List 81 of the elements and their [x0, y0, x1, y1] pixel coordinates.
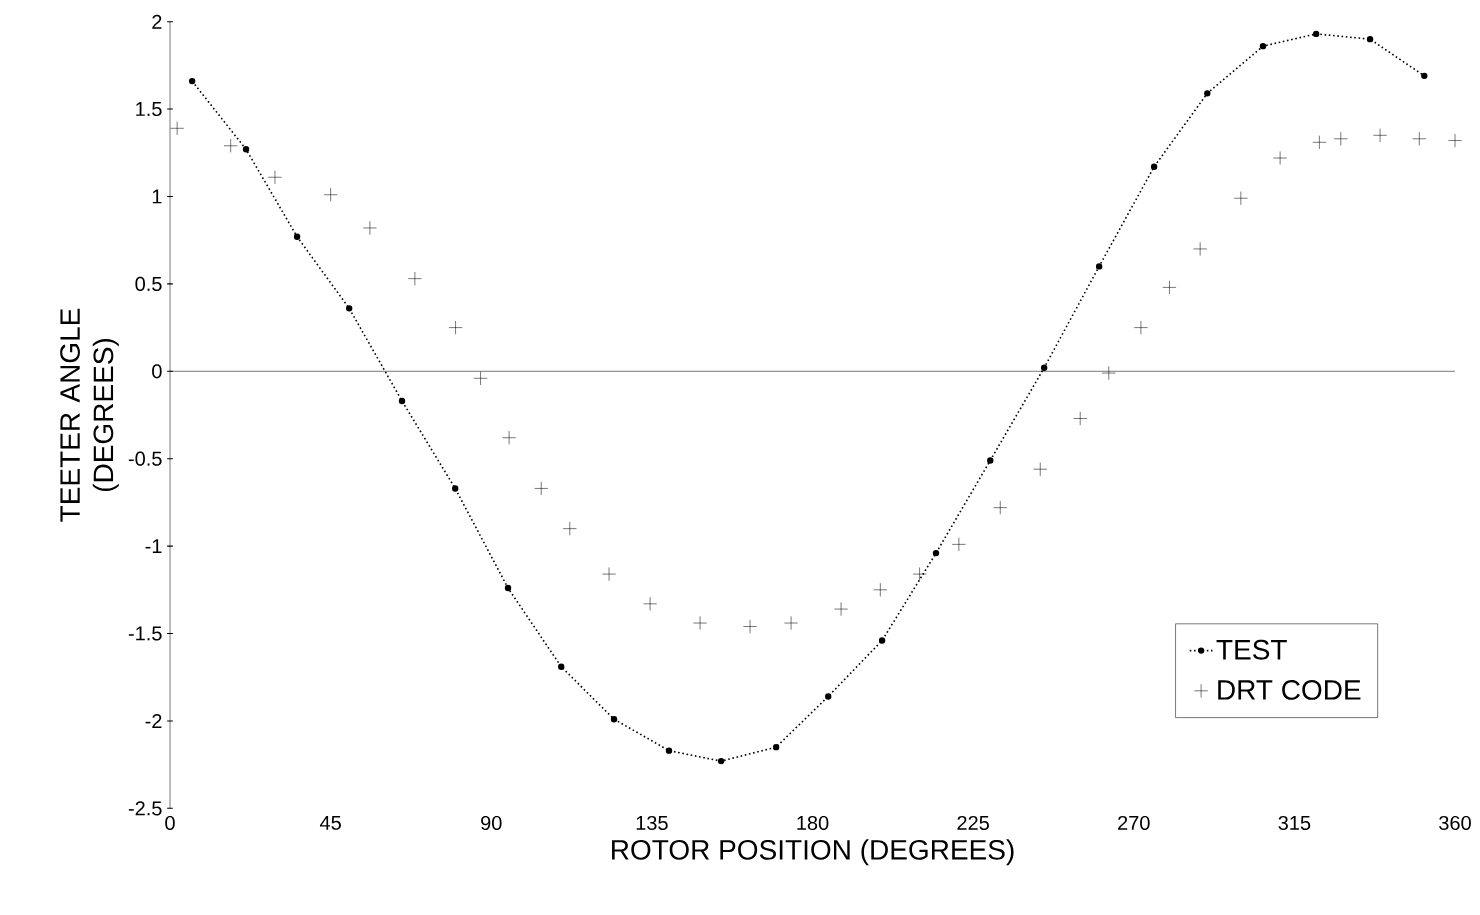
point [665, 747, 673, 754]
x-tick-label: 135 [636, 815, 668, 831]
point [951, 537, 966, 552]
point [825, 693, 832, 700]
point [878, 637, 886, 644]
point [452, 485, 459, 492]
x-tick-label: 0 [165, 815, 175, 831]
point [1162, 280, 1177, 295]
point [562, 521, 577, 536]
point [170, 121, 185, 136]
y-tick-label: 0 [152, 364, 162, 379]
point [1150, 163, 1158, 170]
y-axis-title: TEETER ANGLE (DEGREES) [60, 308, 119, 522]
point [1073, 411, 1088, 426]
point [1448, 133, 1462, 148]
point [1259, 42, 1267, 50]
point [784, 616, 799, 630]
point [1095, 263, 1103, 270]
point [1366, 35, 1374, 43]
x-tick-label: 180 [797, 815, 829, 831]
y-tick-label: -0.5 [128, 451, 162, 466]
point [610, 715, 618, 723]
point [1233, 191, 1248, 206]
point [1373, 128, 1387, 143]
point [1333, 131, 1348, 146]
point [398, 397, 406, 405]
y-tick-label: 1 [152, 189, 162, 204]
point [987, 457, 994, 464]
y-tick-label: 1.5 [136, 102, 162, 117]
x-tick-label: 225 [957, 815, 989, 831]
point [293, 233, 301, 240]
point [717, 757, 725, 765]
y-tick-label: -1.5 [128, 626, 162, 641]
y-tick-label: 0.5 [135, 276, 162, 291]
point [1312, 135, 1327, 150]
point [834, 602, 848, 616]
point [1033, 462, 1048, 477]
point [323, 187, 338, 202]
point [932, 549, 940, 557]
point [993, 500, 1008, 515]
point [504, 584, 512, 592]
y-tick-label: -2.5 [128, 801, 162, 816]
point [223, 138, 238, 153]
point [558, 663, 565, 670]
point [1273, 151, 1288, 165]
point [534, 481, 549, 496]
point [1193, 241, 1208, 256]
point [407, 271, 422, 286]
point [268, 170, 282, 185]
point [743, 619, 757, 634]
point [188, 77, 196, 85]
point [1101, 366, 1116, 380]
point [772, 743, 780, 751]
x-tick-label: 360 [1439, 815, 1471, 831]
point [602, 567, 616, 582]
point [912, 567, 927, 582]
y-tick-label: 2 [152, 14, 162, 29]
point [643, 596, 658, 611]
point [345, 305, 353, 312]
point [1412, 131, 1427, 146]
x-tick-label: 90 [481, 815, 502, 831]
x-axis-title: ROTOR POSITION (DEGREES) [612, 839, 1014, 866]
x-tick-label: 270 [1118, 815, 1150, 831]
legend-label: TEST [1216, 639, 1287, 660]
point [242, 146, 250, 153]
point [873, 582, 888, 597]
point [1312, 30, 1320, 38]
point [1040, 364, 1048, 371]
point [693, 616, 708, 630]
legend-label: DRT CODE [1218, 680, 1361, 700]
x-tick-label: 45 [319, 815, 341, 830]
y-tick-label: -2 [145, 713, 162, 728]
point [362, 221, 377, 235]
point [502, 430, 517, 445]
point [1133, 320, 1148, 335]
x-tick-label: 315 [1278, 815, 1311, 831]
point [1421, 72, 1428, 80]
point [1204, 90, 1211, 97]
point [448, 320, 463, 335]
point [473, 371, 488, 386]
y-tick-label: -1 [145, 539, 162, 553]
